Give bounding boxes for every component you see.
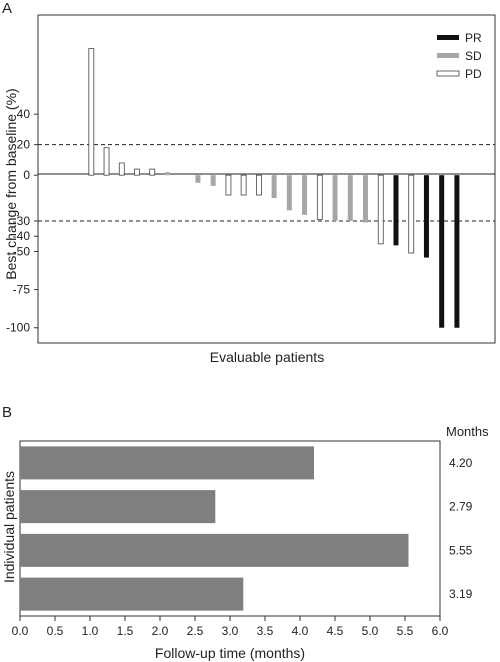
x-tick-label: 1.0 [82, 624, 99, 638]
panel-b-x-axis-label: Follow-up time (months) [155, 645, 305, 661]
y-tick-label: 20 [17, 138, 31, 152]
x-tick-label: 1.5 [117, 624, 134, 638]
bar-sd [195, 175, 201, 183]
x-tick-label: 6.0 [432, 624, 449, 638]
y-tick-label: -30 [13, 214, 31, 228]
bar-pd [377, 174, 384, 245]
y-tick-label: -75 [13, 283, 31, 297]
x-tick-label: 4.5 [327, 624, 344, 638]
bar-pd [149, 168, 156, 176]
bar-pd [88, 48, 95, 176]
bar-pd [225, 174, 232, 196]
legend-label-pd: PD [465, 67, 482, 81]
panel-a-legend: PR SD PD [436, 31, 482, 81]
x-tick-label: 3.5 [257, 624, 274, 638]
x-tick-label: 2.5 [187, 624, 204, 638]
bar-pr [439, 175, 445, 328]
panel-a-plot-frame [37, 14, 496, 344]
bar-pd [134, 168, 140, 176]
legend-swatch-pd [436, 70, 460, 77]
x-tick-label: 5.5 [397, 624, 414, 638]
bar-sd [363, 175, 369, 223]
panel-b-value-header: Months [446, 424, 489, 439]
bar-patient-2 [20, 490, 216, 524]
bar-sd [164, 172, 170, 176]
bar-sd [332, 175, 338, 221]
y-tick-label: 0 [23, 168, 30, 182]
y-tick-label: 40 [17, 107, 31, 121]
panel-a-label: A [2, 0, 12, 17]
bar-sd [210, 175, 216, 186]
bar-pd [240, 174, 247, 196]
bar-pr [454, 175, 460, 328]
panel-b-label: B [2, 404, 12, 421]
value-label-patient-2: 2.79 [449, 500, 473, 514]
panel-b-y-axis-label: Individual patients [1, 471, 17, 583]
y-tick-label: -40 [13, 229, 31, 243]
legend-label-sd: SD [465, 49, 482, 63]
panel-a-y-ticks: 40 20 0 -30-40-50 -75 -100 [6, 107, 38, 335]
panel-b-value-labels: 4.20 2.79 5.55 3.19 [449, 456, 473, 601]
value-label-patient-3: 5.55 [449, 543, 473, 557]
x-tick-label: 0.0 [12, 624, 29, 638]
legend-swatch-sd [437, 53, 459, 58]
panel-a-y-axis-label: Best change from baseline (%) [3, 88, 19, 279]
panel-a: A 40 20 0 -30-40-50 -75 -100 Best change from… [2, 0, 496, 365]
value-label-patient-4: 3.19 [449, 587, 473, 601]
bar-pr [423, 175, 429, 258]
bar-patient-1 [20, 446, 314, 480]
bar-sd [302, 175, 308, 215]
bar-patient-4 [20, 577, 244, 611]
y-tick-label: -50 [13, 244, 31, 258]
value-label-patient-1: 4.20 [449, 456, 473, 470]
legend-label-pr: PR [465, 31, 482, 45]
panel-b: B Months 4.20 2.79 5.55 3.19 0.0 0.5 1.0 1.5 2.… [1, 404, 489, 661]
bar-pd [255, 174, 262, 196]
bar-sd [271, 175, 277, 199]
bar-sd [347, 175, 353, 221]
panel-b-x-ticks: 0.0 0.5 1.0 1.5 2.0 2.5 3.0 3.5 4.0 4.5 5.0 5.5 6.0 [12, 616, 449, 638]
bar-pr [393, 175, 399, 246]
bar-sd [286, 175, 292, 211]
legend-swatch-pr [437, 35, 459, 40]
bar-pd [316, 174, 323, 220]
panel-b-bars [20, 446, 409, 611]
x-tick-label: 0.5 [47, 624, 64, 638]
panel-a-bars [88, 48, 460, 328]
bar-pd [103, 147, 110, 176]
panel-a-reference-lines [38, 144, 495, 222]
bar-pd [408, 174, 415, 254]
x-tick-label: 5.0 [362, 624, 379, 638]
x-tick-label: 4.0 [292, 624, 309, 638]
x-tick-label: 2.0 [152, 624, 169, 638]
y-tick-label: -100 [6, 321, 30, 335]
bar-patient-3 [20, 533, 409, 567]
x-tick-label: 3.0 [222, 624, 239, 638]
panel-a-x-axis-label: Evaluable patients [210, 349, 324, 365]
bar-pd [118, 162, 125, 176]
